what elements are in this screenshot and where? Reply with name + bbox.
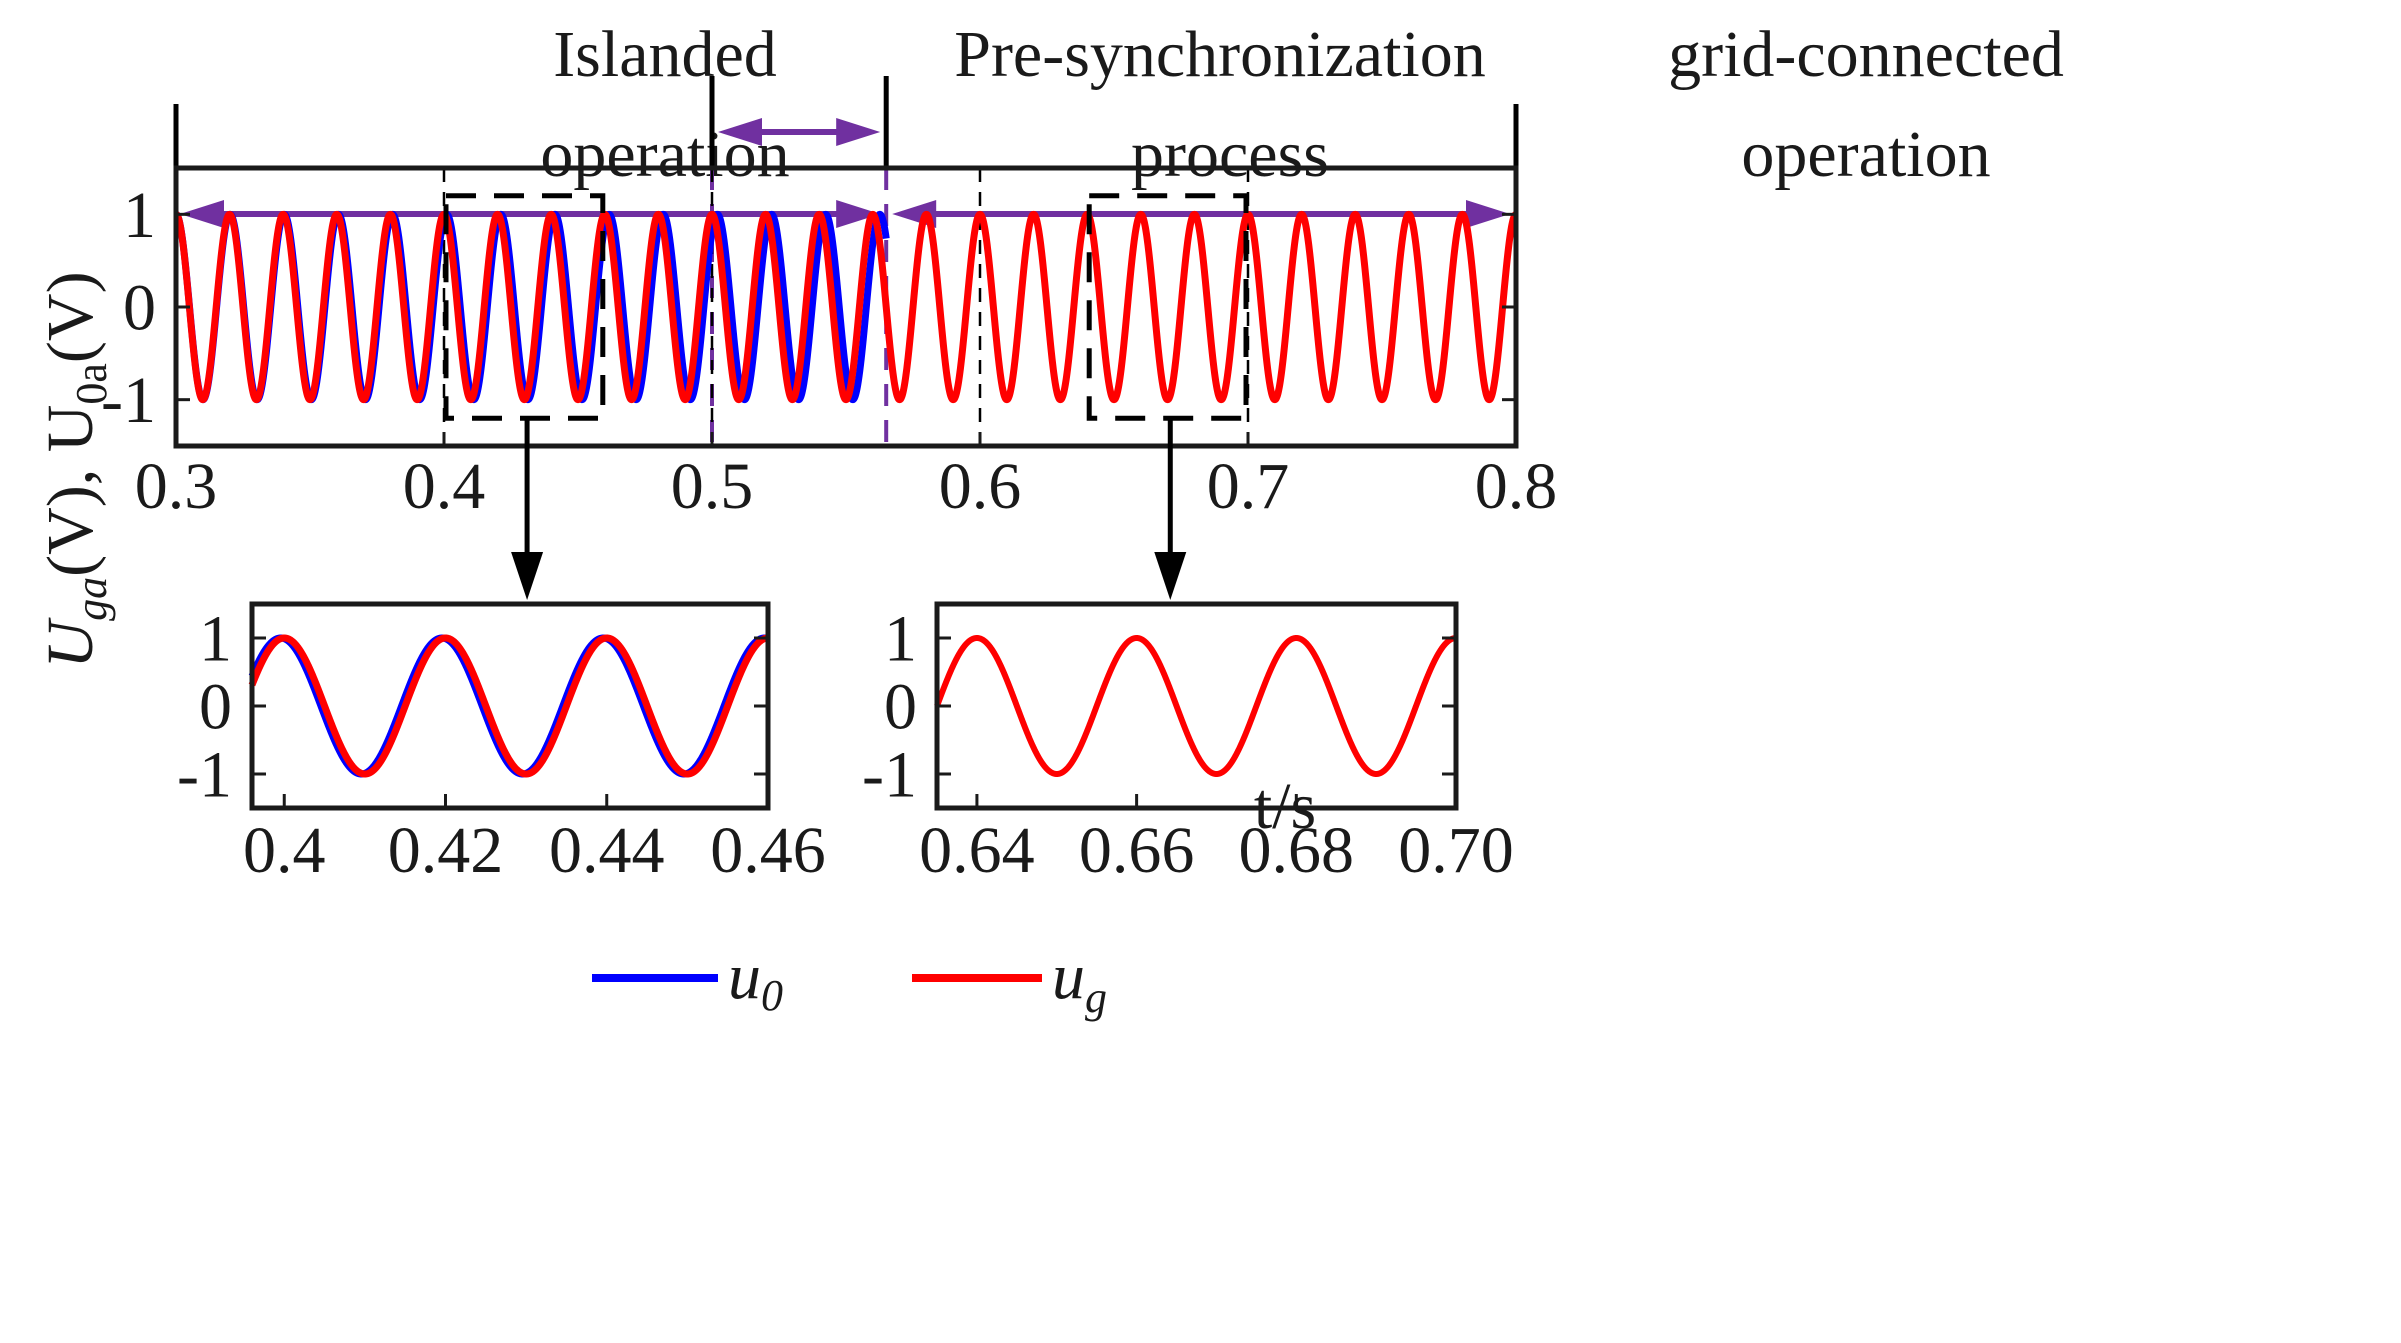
arrow-presync-head-right [836, 118, 881, 146]
main-ylabel: Uga(V), U0a(V) [34, 271, 116, 668]
axes-box [249, 601, 771, 811]
zoom-arrow-right [1154, 420, 1187, 600]
legend-ug-label: ug [1052, 940, 1107, 1022]
zoom-right-plot: 0.64 0.66 0.68 0.70 10-1 [862, 601, 1514, 887]
zoom-left-plot: 0.4 0.42 0.44 0.46 10-1 [177, 601, 826, 887]
y-tick-label-0: 1 [199, 602, 232, 675]
zoom-arrow-left-head [511, 552, 544, 600]
zoom-arrow-left [511, 420, 544, 600]
arrow-presync [718, 118, 881, 146]
arrow-islanded [180, 200, 881, 228]
x-tick-label-1: 0.4 [403, 450, 486, 523]
y-tick-label-2: -1 [862, 738, 917, 811]
x-tick-label-2: 0.44 [549, 814, 665, 887]
legend-u0-label: u0 [728, 940, 783, 1020]
series-ug [934, 635, 1459, 777]
x-tick-label-1: 0.66 [1079, 814, 1195, 887]
phase-timeline [173, 76, 1519, 446]
y-tick-label-0: 1 [884, 602, 917, 675]
phase-presync-line2: process [1131, 118, 1329, 191]
legend-u0-main: u [728, 940, 761, 1013]
legend-ug-main: u [1052, 940, 1085, 1013]
legend-u0-sub: 0 [761, 971, 783, 1020]
x-tick-label-3: 0.6 [939, 450, 1022, 523]
x-tick-label-0: 0.3 [135, 450, 218, 523]
arrow-islanded-head-right [836, 200, 881, 228]
arrow-islanded-head-left [180, 200, 224, 228]
x-tick-label-1: 0.42 [388, 814, 504, 887]
x-tick-label-3: 0.46 [710, 814, 826, 887]
phase-grid-line2: operation [1741, 118, 1990, 191]
y-tick-label-1: 0 [884, 670, 917, 743]
ylabel-sep: (V), U [34, 405, 107, 577]
arrow-grid-head-right [1466, 200, 1510, 228]
x-tick-label-3: 0.70 [1398, 814, 1514, 887]
y-tick-label-2: -1 [101, 364, 156, 437]
series-u0 [248, 634, 772, 778]
y-tick-label-2: -1 [177, 738, 232, 811]
main-plot: 0.3 0.4 0.5 0.6 0.7 0.8 1 0 -1 [101, 165, 1558, 523]
x-tick-label-0: 0.64 [919, 814, 1035, 887]
zoom-arrow-right-head [1154, 552, 1187, 600]
ylabel-end: (V) [34, 271, 107, 363]
x-tick-label-0: 0.4 [243, 814, 326, 887]
x-tick-label-5: 0.8 [1475, 450, 1558, 523]
y-tick-label-1: 0 [123, 271, 156, 344]
phase-grid-line1: grid-connected [1668, 18, 2064, 91]
series-ug [248, 634, 772, 778]
zoom-connectors [511, 420, 1187, 600]
x-tick-label-4: 0.7 [1207, 450, 1290, 523]
x-tick-label-2: 0.68 [1239, 814, 1355, 887]
phase-labels: Islanded operation Pre-synchronization p… [540, 18, 2064, 191]
arrow-presync-head-left [718, 118, 762, 146]
y-tick-label-1: 0 [199, 670, 232, 743]
ylabel-u: U [34, 617, 107, 669]
x-tick-label-2: 0.5 [671, 450, 754, 523]
phase-islanded-line1: Islanded [553, 18, 777, 91]
series-ug [172, 210, 1520, 404]
y-tick-label-0: 1 [123, 179, 156, 252]
legend: u0 ug [592, 940, 1107, 1022]
legend-ug-sub: g [1085, 973, 1107, 1022]
zoom-window-1 [1086, 193, 1249, 421]
zoom-window-0 [443, 193, 606, 421]
ylabel-0a-sub: 0a [67, 363, 116, 405]
phase-presync-line1: Pre-synchronization [954, 18, 1486, 91]
ylabel-ga-sub: ga [67, 577, 116, 621]
